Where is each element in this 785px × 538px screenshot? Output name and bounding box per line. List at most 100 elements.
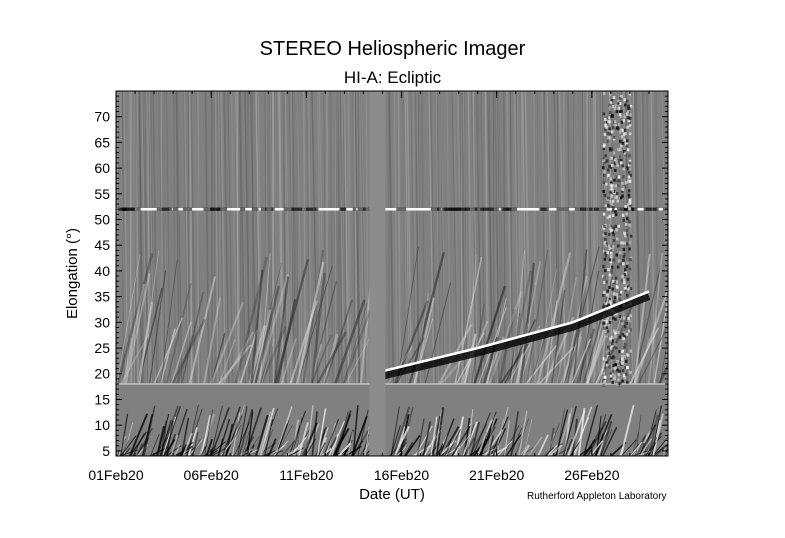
band-speckle [128,207,136,211]
noise-pixel [603,143,606,147]
streak [356,91,363,385]
inner-streak [520,444,529,456]
streak [594,91,597,385]
noise-pixel [629,173,632,177]
noise-pixel [615,110,619,114]
inner-streak [120,413,129,456]
noise-pixel [613,107,617,111]
noise-pixel [620,207,623,211]
inner-streak [156,425,165,456]
noise-pixel [609,188,612,192]
wisp [333,299,366,385]
noise-pixel [629,328,632,332]
noise-pixel [629,234,633,238]
wisp [252,309,272,385]
noise-pixel [610,194,614,198]
noise-pixel [619,251,622,255]
noise-pixel [610,251,613,255]
streak [239,91,245,385]
noise-pixel [617,382,621,386]
inner-streak [205,438,214,456]
streak [559,91,564,385]
noise-pixel [625,332,629,336]
x-tick-label: 21Feb20 [469,467,524,483]
noise-pixel [605,334,608,338]
noise-pixel [602,368,605,372]
band-speckle [357,207,366,211]
wisp [510,250,526,385]
noise-pixel [602,157,605,161]
cme-track [381,290,651,380]
streak [416,91,419,385]
inner-streak [170,434,179,456]
wisp [637,327,668,385]
noise-pixel [627,317,630,321]
noise-pixel [622,258,625,262]
noise-pixel [613,178,616,182]
streak [153,91,156,385]
band-speckle [594,207,607,211]
streak [142,91,149,385]
inner-streak [237,406,248,456]
streak [216,91,220,385]
noise-pixel [612,137,616,141]
streak [318,91,326,385]
noise-pixel [605,305,608,308]
band-speckle [156,207,170,211]
noise-pixel [604,204,608,208]
inner-field-texture [117,404,668,456]
noise-pixel [614,196,617,200]
noise-pixel [617,101,620,105]
x-axis-label: Date (UT) [359,486,425,503]
noise-pixel [624,268,627,272]
inner-streak [597,430,608,456]
noise-pixel [605,182,608,186]
noise-pixel [609,347,613,351]
streak [129,91,133,385]
streak [593,91,595,385]
band-speckle [448,207,461,211]
noise-pixel [603,170,606,174]
noise-pixel [619,147,622,151]
inner-streak [267,438,277,456]
noise-pixel [608,247,612,251]
noise-pixel [602,274,605,278]
noise-pixel [624,288,628,292]
streak [436,91,441,385]
noise-pixel [613,377,616,381]
inner-streak [204,409,214,456]
noise-pixel [623,281,626,285]
band-speckle [430,207,440,211]
wisp [386,346,413,385]
noise-pixel [628,319,632,323]
band-speckle [182,207,189,211]
noise-pixel [607,169,610,173]
band-speckle [314,207,319,211]
noise-pixel [629,113,632,117]
inner-streak [553,447,571,456]
streak [600,91,607,385]
streak [418,91,421,385]
noise-pixel [604,332,608,336]
noise-pixel [626,217,629,221]
inner-streak [321,447,332,456]
noise-pixel [611,130,614,134]
inner-streak [412,444,432,456]
noise-pixel [615,195,619,199]
noise-pixel [624,268,627,272]
noise-pixel [611,230,614,234]
streak [463,91,468,385]
streak [357,91,360,385]
noise-pixel [617,158,621,162]
streak [138,91,145,385]
inner-streak [163,406,181,456]
noise-pixel [604,356,607,360]
noise-pixel [628,154,631,158]
noise-pixel [626,139,629,143]
inner-streak [221,406,241,456]
streak [214,91,219,385]
noise-pixel [619,161,623,165]
streak [284,91,292,385]
streak [633,91,637,385]
noise-pixel [623,150,626,153]
